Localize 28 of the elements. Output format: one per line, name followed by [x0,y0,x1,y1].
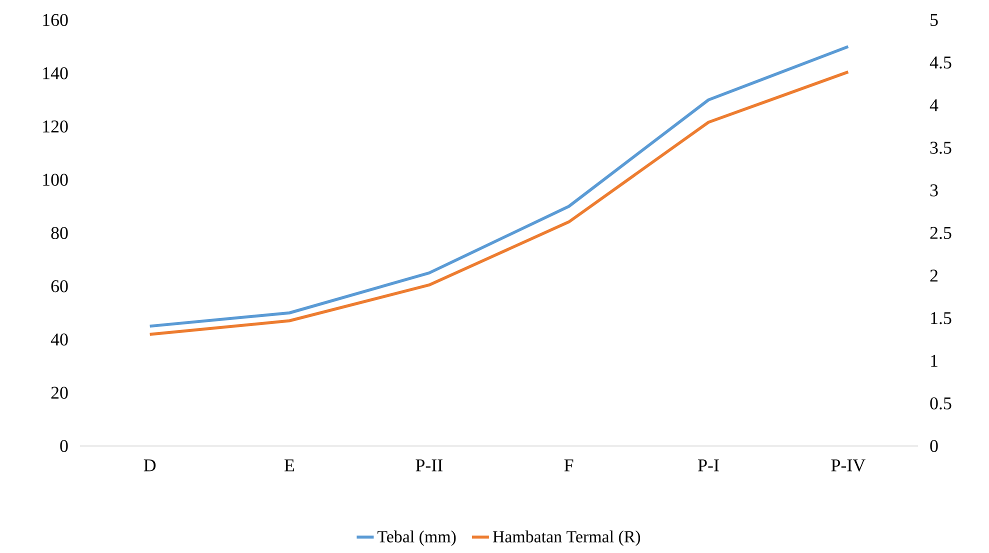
x-tick-label: E [284,460,294,472]
y2-tick-label: 4.5 [930,56,952,69]
y-tick-label: 0 [60,440,68,452]
y2-tick-label: 2 [930,270,938,282]
y2-tick-label: 3.5 [930,142,952,154]
legend-label: Hambatan Termal (R) [492,530,640,546]
y2-tick-label: 3 [930,184,938,196]
x-tick-label: D [144,460,156,472]
x-tick-label: P-IV [831,460,866,472]
x-tick-label: P-I [698,460,719,472]
x-tick-label: P-II [416,460,442,472]
y2-tick-label: 1.5 [931,312,952,324]
y2-tick-label: 0 [930,440,938,452]
y2-tick-label: 1 [931,354,938,367]
legend-label: Tebal (mm) [378,530,456,546]
y2-tick-label: 2.5 [930,226,952,240]
y-tick-label: 40 [50,333,68,346]
y-tick-label: 160 [43,14,68,26]
x-tick-label: F [564,460,574,472]
y-tick-label: 60 [51,280,68,292]
y-tick-label: 120 [43,120,68,133]
y2-tick-label: 4 [930,99,938,112]
y-tick-label: 80 [51,226,68,240]
y-tick-label: 100 [43,174,68,186]
y2-tick-label: 5 [930,14,938,26]
y-tick-label: 140 [43,67,68,80]
y2-tick-label: 0.5 [930,397,952,410]
y-tick-label: 20 [51,386,68,399]
